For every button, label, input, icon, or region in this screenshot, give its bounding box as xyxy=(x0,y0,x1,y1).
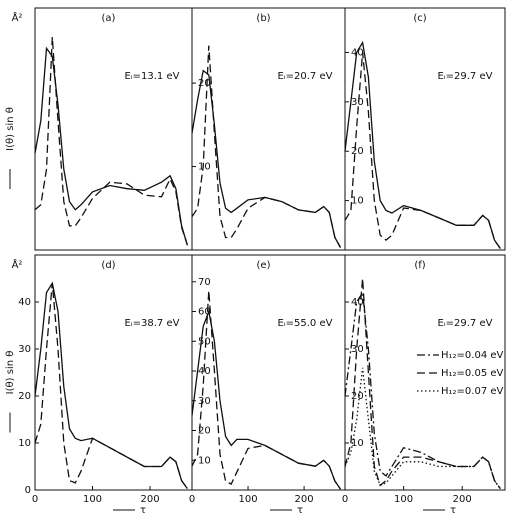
series-line xyxy=(191,69,342,248)
panel-frame xyxy=(344,7,506,251)
x-tick-label: 0 xyxy=(32,494,38,505)
y-tick-label: 20 xyxy=(18,391,31,402)
x-tick-label: 0 xyxy=(342,494,348,505)
y-tick-label: 30 xyxy=(351,97,364,108)
y-tick-label: 60 xyxy=(198,307,211,318)
panel-frame xyxy=(34,254,193,491)
y-label: I(θ) sin θ xyxy=(5,107,16,151)
y-tick-label: 50 xyxy=(198,336,211,347)
annotation: Eᵢ=20.7 eV xyxy=(278,71,333,82)
x-tick-label: 200 xyxy=(295,494,314,505)
y-tick-label: 10 xyxy=(351,196,364,207)
x-tick-label: 100 xyxy=(83,494,102,505)
annotation: Eᵢ=38.7 eV xyxy=(125,318,180,329)
panel-label: (f) xyxy=(414,260,425,271)
y-tick-label: 20 xyxy=(351,391,364,402)
annotation: Eᵢ=29.7 eV xyxy=(438,318,493,329)
x-tick-label: 100 xyxy=(238,494,257,505)
panel-label: (d) xyxy=(101,260,115,271)
panel-frame xyxy=(344,254,506,491)
y-tick-label: 10 xyxy=(198,455,211,466)
series-line xyxy=(34,283,188,489)
x-tick-label: 200 xyxy=(140,494,159,505)
y-tick-label: 20 xyxy=(351,146,364,157)
x-label: τ xyxy=(297,505,303,516)
y-unit: Å² xyxy=(12,258,23,271)
annotation: Eᵢ=55.0 eV xyxy=(278,318,333,329)
y-tick-label: 40 xyxy=(351,297,364,308)
annotation: Eᵢ=13.1 eV xyxy=(125,71,180,82)
y-tick-label: 30 xyxy=(351,344,364,355)
legend-label: H₁₂=0.05 eV xyxy=(441,368,504,379)
series-line xyxy=(34,281,188,489)
series-line xyxy=(344,278,501,489)
y-tick-label: 30 xyxy=(198,396,211,407)
y-tick-label: 40 xyxy=(351,47,364,58)
y-tick-label: 70 xyxy=(198,277,211,288)
y-label: I(θ) sin θ xyxy=(5,351,16,395)
x-tick-label: 200 xyxy=(453,494,472,505)
series-line xyxy=(34,36,189,246)
x-tick-label: 0 xyxy=(189,494,195,505)
y-tick-label: 0 xyxy=(25,485,31,496)
y-tick-label: 10 xyxy=(351,438,364,449)
y-tick-label: 40 xyxy=(18,297,31,308)
annotation: Eᵢ=29.7 eV xyxy=(438,71,493,82)
series-line xyxy=(344,367,501,489)
series-line xyxy=(191,309,342,490)
y-tick-label: 20 xyxy=(198,426,211,437)
legend-label: H₁₂=0.07 eV xyxy=(441,386,504,397)
series-line xyxy=(191,290,342,490)
series-line xyxy=(344,52,501,249)
y-tick-label: 20 xyxy=(198,78,211,89)
y-tick-label: 30 xyxy=(18,344,31,355)
x-label: τ xyxy=(140,505,146,516)
x-tick-label: 100 xyxy=(394,494,413,505)
panel-label: (a) xyxy=(102,13,116,24)
panel-label: (c) xyxy=(413,13,426,24)
legend-label: H₁₂=0.04 eV xyxy=(441,350,504,361)
y-tick-label: 10 xyxy=(198,162,211,173)
y-tick-label: 10 xyxy=(18,438,31,449)
y-unit: Å² xyxy=(12,11,23,24)
panel-label: (e) xyxy=(257,260,271,271)
x-label: τ xyxy=(450,505,456,516)
panel-label: (b) xyxy=(256,13,270,24)
